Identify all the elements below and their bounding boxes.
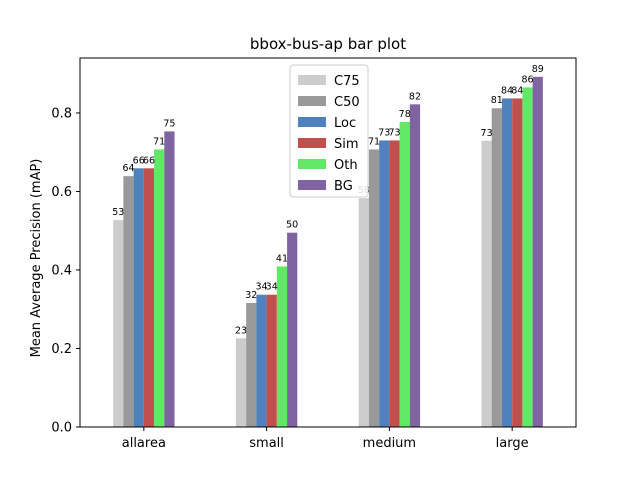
bar-sim-medium [389, 140, 400, 428]
bar-bg-large [532, 76, 543, 427]
data-label-bg-allarea: 75 [163, 118, 175, 129]
bar-c50-allarea [123, 176, 134, 427]
data-label-oth-medium: 78 [399, 109, 411, 120]
x-tick-label-large: large [496, 436, 529, 451]
bar-oth-medium [399, 121, 410, 427]
y-tick-label: 0.8 [51, 106, 72, 121]
legend-label-c50: C50 [334, 95, 360, 110]
bar-c50-small [246, 302, 257, 427]
bars-group [113, 76, 543, 428]
data-label-bg-large: 89 [532, 64, 544, 75]
data-label-c50-allarea: 64 [122, 163, 134, 174]
axes-group: 0.0 0.2 0.4 0.6 0.8 allarea small medium large [51, 57, 577, 451]
plot-frame [79, 57, 577, 428]
x-tick-label-medium: medium [363, 436, 416, 451]
bar-c50-large [491, 108, 502, 427]
bar-sim-small [266, 294, 277, 427]
legend-swatch-oth [298, 159, 326, 169]
data-label-c50-large: 81 [491, 95, 503, 106]
data-label-loc-small: 34 [255, 282, 267, 293]
data-label-oth-large: 86 [521, 74, 533, 85]
y-tick-label: 0.0 [51, 421, 72, 436]
data-label-sim-small: 34 [266, 282, 278, 293]
bar-oth-large [522, 87, 533, 427]
data-label-c75-small: 23 [235, 325, 247, 336]
legend-swatch-loc [298, 117, 326, 127]
bar-oth-allarea [154, 149, 165, 427]
legend-label-bg: BG [334, 179, 353, 194]
data-label-oth-allarea: 71 [153, 136, 165, 147]
legend-label-sim: Sim [334, 137, 359, 152]
bar-c75-small [235, 338, 247, 427]
data-label-sim-medium: 73 [388, 127, 400, 138]
bar-bg-medium [409, 104, 421, 427]
bar-c75-medium [358, 198, 369, 427]
bar-loc-small [256, 294, 267, 427]
y-tick-label: 0.6 [51, 185, 72, 200]
data-label-c75-large: 73 [481, 128, 493, 139]
data-label-c50-small: 32 [245, 290, 257, 301]
legend-swatch-sim [298, 138, 326, 148]
bar-bg-allarea [164, 131, 175, 427]
chart-title: bbox-bus-ap bar plot [250, 35, 406, 53]
bar-c75-large [481, 140, 492, 427]
data-label-sim-large: 84 [511, 85, 523, 96]
legend: C75 C50 Loc Sim Oth BG [289, 64, 369, 198]
bar-c50-medium [368, 149, 380, 427]
legend-swatch-c50 [298, 96, 326, 106]
bar-loc-large [501, 98, 513, 427]
bar-oth-small [276, 266, 288, 427]
legend-label-loc: Loc [334, 116, 356, 131]
y-axis-label: Mean Average Precision (mAP) [29, 159, 44, 358]
bar-sim-large [512, 98, 523, 427]
bar-c75-allarea [113, 220, 124, 427]
y-tick-label: 0.2 [51, 342, 72, 357]
bar-bg-small [287, 232, 298, 427]
data-labels-group: 5323587364327181663473846634738471417886… [112, 64, 544, 336]
data-label-sim-allarea: 66 [143, 155, 155, 166]
data-label-bg-small: 50 [286, 220, 298, 231]
x-tick-label-small: small [249, 436, 284, 451]
bar-loc-medium [379, 140, 390, 428]
data-label-c50-medium: 71 [368, 136, 380, 147]
data-label-loc-allarea: 66 [133, 155, 145, 166]
data-label-bg-medium: 82 [409, 91, 421, 102]
y-tick-label: 0.4 [51, 263, 72, 278]
legend-swatch-c75 [298, 75, 326, 85]
data-label-oth-small: 41 [276, 253, 288, 264]
data-label-c75-allarea: 53 [112, 207, 124, 218]
bar-sim-allarea [143, 168, 155, 428]
x-tick-label-allarea: allarea [122, 436, 166, 451]
bar-loc-allarea [133, 168, 144, 428]
legend-label-c75: C75 [334, 74, 360, 89]
data-label-loc-large: 84 [501, 85, 513, 96]
legend-swatch-bg [298, 180, 326, 190]
legend-label-oth: Oth [334, 158, 358, 173]
data-label-loc-medium: 73 [378, 127, 390, 138]
